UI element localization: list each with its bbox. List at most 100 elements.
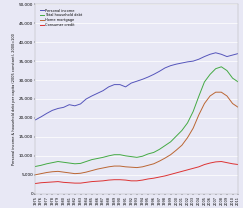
Total household debt xyxy=(169,141,172,143)
Personal income xyxy=(73,105,76,107)
Home mortgage xyxy=(231,102,234,105)
Home mortgage xyxy=(208,95,211,97)
Total household debt xyxy=(147,153,149,155)
Personal income xyxy=(192,60,195,62)
Consumer credit xyxy=(34,182,37,185)
Home mortgage xyxy=(152,162,155,165)
Personal income xyxy=(181,62,183,64)
Total household debt xyxy=(197,95,200,98)
Home mortgage xyxy=(147,164,149,167)
Total household debt xyxy=(237,81,240,83)
Consumer credit xyxy=(79,182,82,184)
Personal income xyxy=(135,80,138,82)
Total household debt xyxy=(73,162,76,165)
Home mortgage xyxy=(181,144,183,146)
Home mortgage xyxy=(197,114,200,116)
Consumer credit xyxy=(152,177,155,180)
Total household debt xyxy=(113,154,116,156)
Home mortgage xyxy=(57,170,60,173)
Home mortgage xyxy=(141,166,144,168)
Home mortgage xyxy=(169,154,172,156)
Personal income xyxy=(102,89,104,92)
Personal income xyxy=(158,70,161,73)
Consumer credit xyxy=(119,178,122,181)
Home mortgage xyxy=(79,172,82,175)
Personal income xyxy=(186,61,189,63)
Personal income xyxy=(113,83,116,86)
Consumer credit xyxy=(158,176,161,178)
Personal income xyxy=(85,98,88,100)
Home mortgage xyxy=(226,95,228,97)
Total household debt xyxy=(175,135,178,137)
Consumer credit xyxy=(90,180,93,183)
Line: Total household debt: Total household debt xyxy=(35,67,238,166)
Home mortgage xyxy=(164,157,166,159)
Consumer credit xyxy=(68,182,71,184)
Consumer credit xyxy=(57,180,60,183)
Consumer credit xyxy=(164,175,166,177)
Consumer credit xyxy=(197,166,200,168)
Personal income xyxy=(152,73,155,76)
Home mortgage xyxy=(113,165,116,167)
Consumer credit xyxy=(203,163,206,166)
Personal income xyxy=(226,55,228,58)
Consumer credit xyxy=(220,160,223,163)
Legend: Personal income, Total household debt, Home mortgage, Consumer credit: Personal income, Total household debt, H… xyxy=(39,8,83,28)
Consumer credit xyxy=(181,170,183,173)
Total household debt xyxy=(102,156,104,158)
Personal income xyxy=(34,119,37,121)
Total household debt xyxy=(62,161,65,163)
Personal income xyxy=(231,54,234,56)
Personal income xyxy=(90,95,93,97)
Total household debt xyxy=(208,73,211,76)
Line: Personal income: Personal income xyxy=(35,53,238,120)
Y-axis label: Personal income & household debt per capita (2005 constant), 2000=100: Personal income & household debt per cap… xyxy=(12,33,17,165)
Consumer credit xyxy=(124,179,127,181)
Personal income xyxy=(40,116,43,118)
Personal income xyxy=(124,86,127,88)
Total household debt xyxy=(181,129,183,132)
Consumer credit xyxy=(186,169,189,171)
Personal income xyxy=(214,52,217,54)
Home mortgage xyxy=(73,172,76,175)
Total household debt xyxy=(124,155,127,157)
Consumer credit xyxy=(51,181,54,183)
Home mortgage xyxy=(158,160,161,162)
Personal income xyxy=(169,64,172,67)
Total household debt xyxy=(107,155,110,157)
Consumer credit xyxy=(40,182,43,184)
Home mortgage xyxy=(220,91,223,93)
Line: Home mortgage: Home mortgage xyxy=(35,92,238,175)
Consumer credit xyxy=(175,172,178,174)
Personal income xyxy=(237,52,240,55)
Personal income xyxy=(57,107,60,110)
Personal income xyxy=(175,63,178,65)
Total household debt xyxy=(135,156,138,158)
Consumer credit xyxy=(107,179,110,181)
Total household debt xyxy=(158,148,161,151)
Total household debt xyxy=(186,122,189,124)
Home mortgage xyxy=(237,106,240,109)
Total household debt xyxy=(90,158,93,161)
Home mortgage xyxy=(124,166,127,168)
Personal income xyxy=(62,106,65,109)
Personal income xyxy=(107,86,110,88)
Home mortgage xyxy=(119,165,122,167)
Consumer credit xyxy=(113,178,116,181)
Home mortgage xyxy=(40,172,43,175)
Home mortgage xyxy=(214,91,217,93)
Total household debt xyxy=(192,110,195,113)
Home mortgage xyxy=(130,166,133,168)
Personal income xyxy=(96,92,99,95)
Personal income xyxy=(68,103,71,106)
Home mortgage xyxy=(186,136,189,139)
Consumer credit xyxy=(214,161,217,163)
Consumer credit xyxy=(237,163,240,166)
Home mortgage xyxy=(85,171,88,173)
Total household debt xyxy=(152,151,155,154)
Personal income xyxy=(197,58,200,61)
Total household debt xyxy=(34,165,37,168)
Home mortgage xyxy=(203,102,206,105)
Consumer credit xyxy=(130,180,133,182)
Total household debt xyxy=(130,155,133,158)
